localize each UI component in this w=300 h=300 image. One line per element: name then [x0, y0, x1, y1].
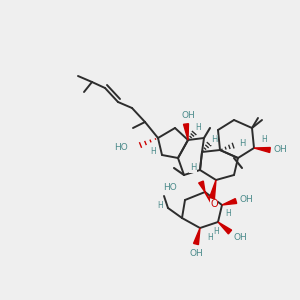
- Polygon shape: [222, 199, 237, 205]
- Text: OH: OH: [233, 233, 247, 242]
- Polygon shape: [254, 148, 270, 152]
- Text: H: H: [207, 233, 213, 242]
- Text: H: H: [261, 136, 267, 145]
- Text: H: H: [157, 202, 163, 211]
- Text: OH: OH: [273, 146, 287, 154]
- Text: H: H: [239, 139, 245, 148]
- Text: H: H: [195, 124, 201, 133]
- Text: OH: OH: [239, 194, 253, 203]
- Text: H: H: [211, 136, 217, 145]
- Polygon shape: [199, 181, 205, 192]
- Polygon shape: [194, 228, 200, 244]
- Text: OH: OH: [181, 112, 195, 121]
- Polygon shape: [218, 222, 232, 234]
- Text: HO: HO: [163, 184, 177, 193]
- Polygon shape: [184, 124, 188, 140]
- Text: H: H: [225, 208, 231, 217]
- Text: OH: OH: [189, 250, 203, 259]
- Text: HO: HO: [114, 143, 128, 152]
- Text: H: H: [190, 164, 196, 172]
- Text: O: O: [210, 199, 218, 209]
- Polygon shape: [210, 180, 216, 199]
- Text: H: H: [213, 227, 219, 236]
- Text: H: H: [150, 148, 156, 157]
